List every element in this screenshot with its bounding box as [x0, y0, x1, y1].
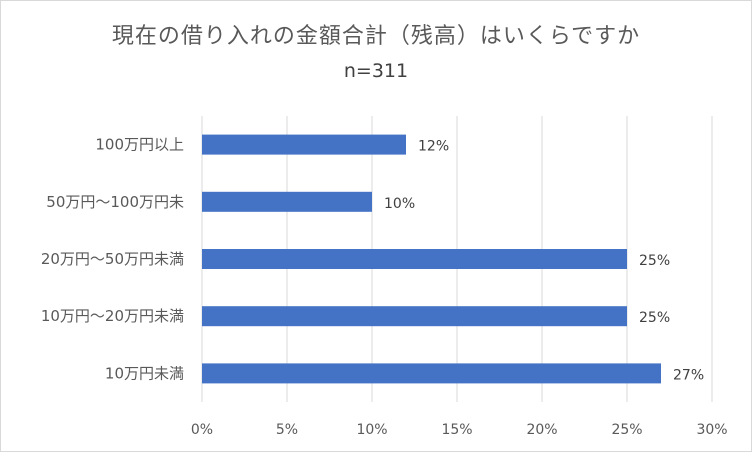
category-label: 100万円以上 — [95, 136, 184, 154]
chart-title: 現在の借り入れの金額合計（残高）はいくらですか — [111, 24, 641, 49]
bar — [202, 363, 661, 384]
bar — [202, 306, 627, 327]
category-label: 10万円未満 — [105, 364, 184, 382]
data-label: 27% — [673, 367, 704, 383]
category-label: 50万円〜100万円未 — [46, 193, 184, 211]
x-tick-label: 25% — [611, 422, 642, 438]
x-tick-label: 20% — [526, 422, 557, 438]
x-tick-label: 0% — [191, 422, 213, 438]
x-tick-label: 15% — [441, 422, 472, 438]
category-label: 20万円〜50万円未満 — [41, 250, 184, 268]
bar — [202, 191, 372, 212]
bars — [202, 134, 661, 384]
data-label: 12% — [418, 139, 449, 155]
category-label: 10万円〜20万円未満 — [41, 307, 184, 325]
data-label: 10% — [384, 196, 415, 212]
x-tick-label: 10% — [356, 422, 387, 438]
bar — [202, 134, 406, 155]
category-labels: 100万円以上 50万円〜100万円未 20万円〜50万円未満 10万円〜20万円未満… — [41, 136, 184, 383]
data-labels: 12% 10% 25% 25% 27% — [384, 139, 704, 384]
data-label: 25% — [639, 253, 670, 269]
bar — [202, 249, 627, 269]
x-tick-label: 5% — [276, 422, 298, 438]
data-label: 25% — [639, 310, 670, 326]
x-tick-labels: 0% 5% 10% 15% 20% 25% 30% — [191, 422, 728, 438]
chart-subtitle: n=311 — [343, 60, 409, 82]
x-tick-label: 30% — [696, 422, 727, 438]
